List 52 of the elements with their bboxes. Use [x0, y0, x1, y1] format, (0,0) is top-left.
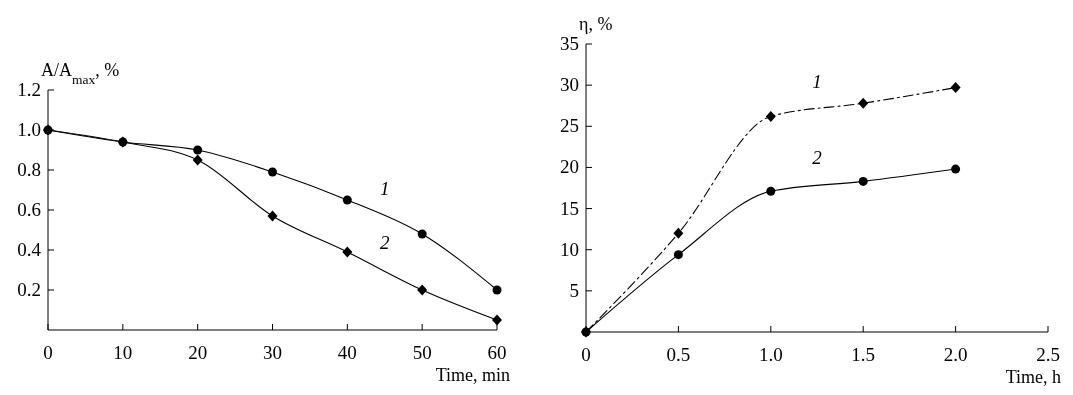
- point: [193, 145, 203, 155]
- point: [417, 284, 428, 296]
- point: [492, 314, 502, 326]
- x-tick-label: 0: [43, 342, 53, 363]
- x-tick-label: 1.5: [851, 344, 876, 365]
- point: [342, 195, 352, 205]
- y-tick-label: 35: [560, 33, 579, 54]
- y-tick-label: 30: [560, 74, 579, 96]
- x-tick-label: 2.0: [943, 344, 968, 365]
- x-tick-label: 1.0: [758, 344, 783, 365]
- y-tick-label: 25: [560, 115, 579, 137]
- y-tick-label: 1.2: [17, 79, 41, 100]
- point: [267, 210, 278, 222]
- x-tick-label: 0.5: [666, 344, 691, 365]
- series-label: 1: [812, 70, 822, 92]
- y-tick-label: 15: [560, 197, 579, 219]
- x-tick-label: 40: [337, 342, 357, 363]
- point: [858, 97, 869, 109]
- point: [673, 227, 684, 239]
- point: [192, 154, 203, 166]
- point: [950, 82, 961, 94]
- y-tick-label: 0.2: [17, 279, 41, 300]
- y-tick-label: 0.4: [17, 239, 42, 260]
- x-tick-label: 0: [581, 344, 591, 365]
- point: [765, 110, 776, 122]
- point: [951, 164, 961, 174]
- y-tick-label: 0.6: [17, 199, 41, 220]
- x-tick-label: 60: [487, 342, 507, 363]
- series-label: 2: [380, 232, 390, 253]
- y-tick-label: 0.8: [17, 159, 41, 180]
- y-tick-label: 10: [560, 238, 579, 260]
- x-tick-label: 10: [113, 342, 133, 363]
- point: [766, 186, 776, 196]
- x-tick-label: 30: [263, 342, 282, 363]
- point: [268, 167, 277, 177]
- point: [342, 246, 353, 258]
- point: [492, 285, 502, 295]
- x-axis-title: Time, min: [435, 365, 510, 385]
- point: [858, 176, 868, 186]
- y-axis-title: A/A$_{max}$, %: [41, 60, 120, 87]
- series-label: 1: [380, 178, 390, 199]
- y-axis-title: η, %: [579, 14, 613, 34]
- x-axis-title: Time, h: [1005, 367, 1061, 387]
- y-tick-label: 1.0: [17, 119, 41, 140]
- point: [417, 229, 427, 239]
- x-tick-label: 20: [188, 342, 208, 363]
- y-tick-label: 5: [569, 279, 579, 301]
- x-tick-label: 50: [412, 342, 432, 363]
- point: [673, 250, 683, 260]
- series-label: 2: [812, 147, 823, 169]
- x-tick-label: 2.5: [1036, 344, 1060, 365]
- y-tick-label: 20: [560, 156, 579, 178]
